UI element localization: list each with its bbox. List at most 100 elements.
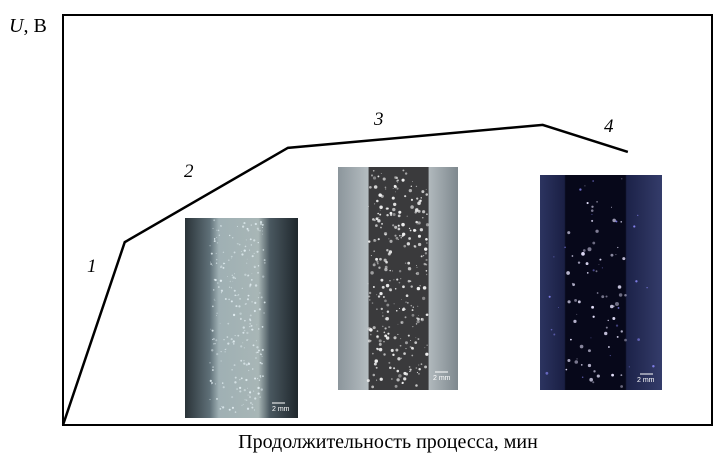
speck	[382, 326, 384, 328]
speck	[234, 290, 236, 292]
speck	[615, 254, 616, 255]
x-axis-label: Продолжительность процесса, мин	[238, 431, 538, 453]
speck	[389, 240, 392, 243]
speck	[384, 268, 387, 271]
speck	[226, 349, 227, 350]
speck	[248, 395, 249, 396]
speck	[411, 199, 413, 201]
speck	[246, 332, 248, 334]
speck	[591, 306, 594, 309]
speck	[378, 238, 380, 240]
speck	[263, 312, 264, 313]
speck	[251, 279, 253, 281]
speck	[249, 250, 250, 251]
speck	[398, 228, 401, 231]
speck	[403, 352, 406, 355]
speck	[377, 175, 379, 177]
speck	[393, 213, 396, 216]
speck	[401, 237, 402, 238]
speck	[592, 381, 594, 383]
speck	[232, 237, 233, 238]
speck	[213, 343, 214, 344]
speck	[426, 242, 427, 243]
speck	[371, 385, 374, 388]
speck	[260, 223, 262, 225]
stage-label: 2	[184, 161, 194, 182]
speck	[254, 302, 256, 304]
speck	[579, 188, 581, 190]
speck	[234, 273, 235, 274]
speck	[417, 372, 418, 373]
speck	[416, 367, 418, 369]
speck	[209, 245, 210, 246]
speck	[416, 267, 417, 268]
speck	[258, 265, 259, 266]
speck	[252, 368, 253, 369]
speck	[212, 306, 214, 308]
speck	[231, 300, 233, 302]
stage-label: 1	[87, 256, 97, 277]
speck	[637, 338, 640, 341]
speck	[256, 346, 258, 348]
speck	[235, 305, 237, 307]
speck	[243, 362, 245, 364]
speck	[395, 349, 398, 352]
speck	[222, 267, 224, 269]
speck	[418, 221, 421, 224]
page: 2 mm 2 mm 2 mm U, В Продолжительность пр…	[0, 0, 713, 454]
speck	[587, 272, 589, 274]
speck	[250, 284, 252, 286]
speck	[427, 355, 428, 356]
speck	[227, 343, 229, 345]
speck	[588, 349, 591, 352]
speck	[216, 230, 217, 231]
speck	[399, 308, 400, 309]
speck	[214, 343, 215, 344]
speck	[232, 407, 234, 409]
speck	[382, 312, 383, 313]
speck	[390, 212, 393, 215]
speck	[369, 299, 370, 300]
speck	[398, 215, 401, 218]
speck	[259, 230, 260, 231]
speck	[619, 293, 622, 296]
speck	[369, 186, 372, 189]
speck	[391, 378, 393, 380]
speck	[227, 336, 229, 338]
speck	[395, 288, 397, 290]
speck	[397, 334, 398, 335]
speck	[239, 387, 241, 389]
speck	[617, 336, 619, 338]
speck	[597, 374, 600, 377]
speck	[392, 224, 394, 226]
speck	[592, 180, 594, 182]
speck	[246, 263, 247, 264]
speck	[570, 339, 572, 341]
speck	[213, 338, 215, 340]
speck	[264, 301, 266, 303]
speck	[258, 297, 259, 298]
speck	[376, 200, 379, 203]
speck	[581, 364, 583, 366]
speck	[591, 337, 592, 338]
speck	[410, 340, 411, 341]
speck	[567, 231, 570, 234]
speck	[262, 275, 264, 277]
speck	[373, 176, 376, 179]
speck	[223, 252, 224, 253]
speck	[378, 217, 379, 218]
speck	[239, 313, 241, 315]
speck	[421, 318, 423, 320]
speck	[223, 263, 225, 265]
speck	[388, 362, 390, 364]
speck	[379, 292, 382, 295]
speck	[212, 366, 213, 367]
speck	[388, 326, 390, 328]
speck	[212, 265, 213, 266]
speck	[375, 224, 378, 227]
speck	[262, 326, 264, 328]
speck	[412, 314, 415, 317]
speck	[386, 304, 389, 307]
speck	[248, 370, 249, 371]
y-label-unit: , В	[23, 15, 46, 37]
